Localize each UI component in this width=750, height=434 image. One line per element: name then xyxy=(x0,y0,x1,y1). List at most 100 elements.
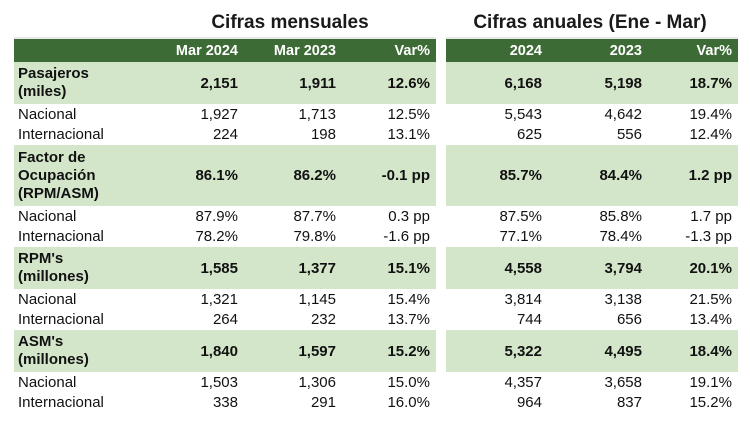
value-var: 13.1% xyxy=(387,126,430,144)
row-label-line: Pasajeros xyxy=(18,65,89,82)
monthly-sub-row: Internacional 224 198 13.1% xyxy=(14,125,436,146)
value-2024: 87.5% xyxy=(499,207,542,225)
monthly-header-row: Mar 2024 Mar 2023 Var% xyxy=(14,37,436,62)
value-mar2023: 1,145 xyxy=(298,290,336,308)
value-var: -1.3 pp xyxy=(685,228,732,246)
annual-metric-row: 6,168 5,198 18.7% xyxy=(446,62,738,104)
value-var: 16.0% xyxy=(387,394,430,412)
value-2023: 84.4% xyxy=(548,145,648,206)
row-label-line: ASM's xyxy=(18,333,64,350)
annual-sub-row: 77.1% 78.4% -1.3 pp xyxy=(446,227,738,248)
value-var: 15.2% xyxy=(689,394,732,412)
monthly-sub-row: Nacional 1,321 1,145 15.4% xyxy=(14,289,436,310)
value-mar2024: 1,321 xyxy=(200,290,238,308)
annual-metric-row: 85.7% 84.4% 1.2 pp xyxy=(446,145,738,206)
value-2024: 4,357 xyxy=(504,373,542,391)
value-var: 13.7% xyxy=(387,311,430,329)
value-var: 15.4% xyxy=(387,290,430,308)
value-var: 1.7 pp xyxy=(690,207,732,225)
annual-header-2023: 2023 xyxy=(548,37,648,62)
value-mar2023: 232 xyxy=(310,311,336,329)
value-2024: 4,558 xyxy=(446,247,548,289)
row-label-line: (RPM/ASM) xyxy=(18,184,99,202)
row-label: Nacional xyxy=(18,105,77,123)
row-label: Internacional xyxy=(18,311,104,329)
value-var: 18.4% xyxy=(648,330,738,372)
monthly-sub-row: Internacional 78.2% 79.8% -1.6 pp xyxy=(14,227,436,248)
row-label-line: (miles) xyxy=(18,83,67,100)
value-2024: 5,322 xyxy=(446,330,548,372)
row-label-line: Ocupación xyxy=(18,166,96,184)
annual-metric-row: 5,322 4,495 18.4% xyxy=(446,330,738,372)
value-mar2023: 1,306 xyxy=(298,373,336,391)
value-var: 20.1% xyxy=(648,247,738,289)
row-label: Internacional xyxy=(18,126,104,144)
annual-metric-row: 4,558 3,794 20.1% xyxy=(446,247,738,289)
row-label-line: Factor de xyxy=(18,148,86,166)
annual-header-row: 2024 2023 Var% xyxy=(446,37,738,62)
value-mar2023: 1,911 xyxy=(244,62,342,104)
row-label: Pasajeros (miles) xyxy=(14,62,144,104)
value-var: 0.3 pp xyxy=(388,207,430,225)
value-var: 13.4% xyxy=(689,311,732,329)
value-2023: 3,138 xyxy=(604,290,642,308)
value-mar2023: 291 xyxy=(310,394,336,412)
monthly-sub-row: Internacional 338 291 16.0% xyxy=(14,393,436,414)
value-mar2024: 1,585 xyxy=(144,247,244,289)
value-var: 19.1% xyxy=(689,373,732,391)
annual-header-var: Var% xyxy=(648,37,738,62)
row-label-line: (millones) xyxy=(18,351,89,368)
value-mar2024: 87.9% xyxy=(195,207,238,225)
value-2023: 85.8% xyxy=(599,207,642,225)
monthly-metric-row: Pasajeros (miles) 2,151 1,911 12.6% xyxy=(14,62,436,104)
annual-header-2024: 2024 xyxy=(446,37,548,62)
value-2023: 556 xyxy=(616,126,642,144)
monthly-sub-row: Internacional 264 232 13.7% xyxy=(14,310,436,331)
value-var: 21.5% xyxy=(689,290,732,308)
value-2023: 4,495 xyxy=(548,330,648,372)
value-mar2023: 1,377 xyxy=(244,247,342,289)
annual-sub-row: 964 837 15.2% xyxy=(446,393,738,414)
value-2024: 744 xyxy=(516,311,542,329)
value-mar2023: 87.7% xyxy=(293,207,336,225)
row-label: RPM's (millones) xyxy=(14,247,144,289)
row-label: Factor de Ocupación (RPM/ASM) xyxy=(14,145,144,206)
value-var: 15.2% xyxy=(342,330,436,372)
value-var: -1.6 pp xyxy=(383,228,430,246)
annual-sub-row: 625 556 12.4% xyxy=(446,125,738,146)
row-label-line: RPM's xyxy=(18,250,64,267)
value-mar2024: 86.1% xyxy=(144,145,244,206)
value-mar2023: 198 xyxy=(310,126,336,144)
value-mar2023: 1,597 xyxy=(244,330,342,372)
monthly-sub-row: Nacional 1,503 1,306 15.0% xyxy=(14,372,436,393)
value-mar2024: 1,927 xyxy=(200,105,238,123)
value-mar2023: 86.2% xyxy=(244,145,342,206)
monthly-sub-row: Nacional 87.9% 87.7% 0.3 pp xyxy=(14,206,436,227)
annual-sub-row: 3,814 3,138 21.5% xyxy=(446,289,738,310)
row-label: Nacional xyxy=(18,373,77,391)
value-var: 18.7% xyxy=(648,62,738,104)
value-2023: 78.4% xyxy=(599,228,642,246)
row-label: Internacional xyxy=(18,394,104,412)
value-2024: 625 xyxy=(516,126,542,144)
row-label: Nacional xyxy=(18,290,77,308)
value-mar2024: 2,151 xyxy=(144,62,244,104)
annual-sub-row: 87.5% 85.8% 1.7 pp xyxy=(446,206,738,227)
value-mar2024: 1,840 xyxy=(144,330,244,372)
monthly-sub-row: Nacional 1,927 1,713 12.5% xyxy=(14,104,436,125)
annual-sub-row: 4,357 3,658 19.1% xyxy=(446,372,738,393)
row-label: Internacional xyxy=(18,228,104,246)
row-label: ASM's (millones) xyxy=(14,330,144,372)
monthly-header-corner xyxy=(14,37,144,62)
value-var: 1.2 pp xyxy=(648,145,738,206)
value-2024: 3,814 xyxy=(504,290,542,308)
value-2023: 837 xyxy=(616,394,642,412)
annual-sub-row: 5,543 4,642 19.4% xyxy=(446,104,738,125)
value-var: 12.4% xyxy=(689,126,732,144)
value-mar2024: 224 xyxy=(212,126,238,144)
monthly-table: Mar 2024 Mar 2023 Var% Pasajeros (miles) 2… xyxy=(14,37,436,413)
value-2023: 5,198 xyxy=(548,62,648,104)
value-mar2023: 79.8% xyxy=(293,228,336,246)
value-2023: 4,642 xyxy=(604,105,642,123)
value-mar2024: 78.2% xyxy=(195,228,238,246)
